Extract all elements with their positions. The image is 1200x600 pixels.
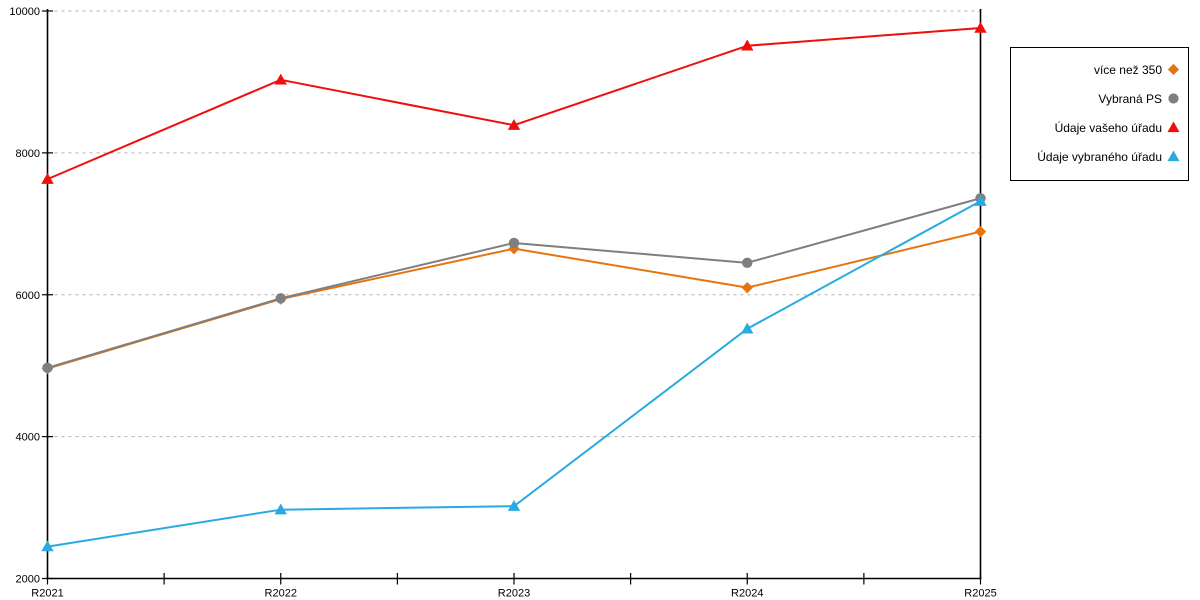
x-axis-tick-label: R2023: [498, 588, 530, 600]
legend-item-udaje-vybraneho-uradu[interactable]: Údaje vybraného úřadu: [1017, 142, 1180, 171]
legend-label: Údaje vybraného úřadu: [1037, 149, 1162, 164]
diamond-icon: [1167, 63, 1180, 76]
x-axis-tick-label: R2025: [964, 588, 996, 600]
legend-label: Údaje vašeho úřadu: [1054, 120, 1162, 135]
legend-item-udaje-vaseho-uradu[interactable]: Údaje vašeho úřadu: [1017, 113, 1180, 142]
series-triangle: [41, 194, 987, 552]
circle-icon: [1168, 93, 1179, 104]
series-triangle: [41, 21, 987, 184]
legend-label: Vybraná PS: [1098, 91, 1162, 106]
x-axis-tick-label: R2021: [31, 588, 63, 600]
legend-item-vice-nez-350[interactable]: více než 350: [1017, 55, 1180, 84]
y-axis-tick-label: 2000: [16, 574, 40, 586]
triangle-icon: [1167, 121, 1180, 133]
y-axis-tick-label: 6000: [16, 290, 40, 302]
legend-item-vybrana-ps[interactable]: Vybraná PS: [1017, 84, 1180, 113]
x-axis-tick-label: R2024: [731, 588, 763, 600]
x-axis-tick-label: R2022: [265, 588, 297, 600]
y-axis-tick-label: 10000: [9, 6, 40, 18]
triangle-icon: [1167, 150, 1180, 162]
series-circle: [42, 193, 986, 374]
y-axis-tick-label: 4000: [16, 432, 40, 444]
legend-label: více než 350: [1093, 62, 1162, 77]
y-axis-tick-label: 8000: [16, 148, 40, 160]
legend: více než 350 Vybraná PS Údaje vašeho úřa…: [1010, 47, 1189, 181]
